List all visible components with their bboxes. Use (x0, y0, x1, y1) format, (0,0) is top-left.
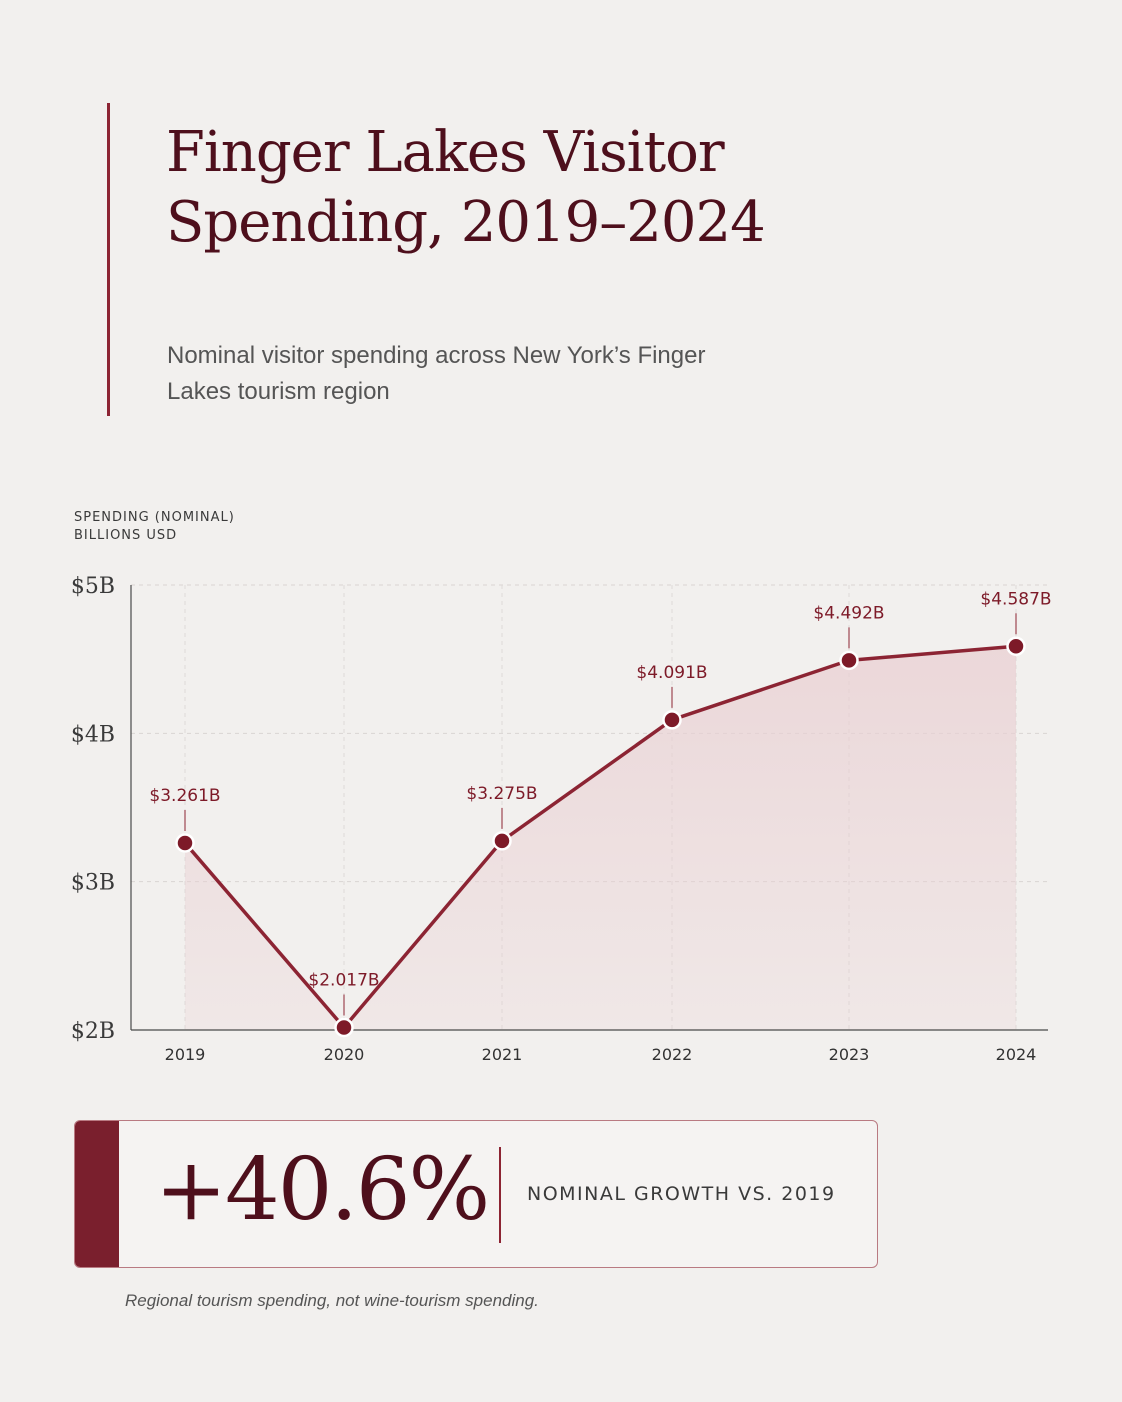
data-label: $3.275B (466, 784, 537, 804)
data-point (492, 831, 512, 851)
y-tick-label: $4B (71, 722, 115, 747)
x-tick-label: 2023 (829, 1045, 870, 1064)
page-title: Finger Lakes Visitor Spending, 2019–2024 (166, 120, 766, 255)
footnote: Regional tourism spending, not wine-tour… (125, 1291, 539, 1310)
x-tick-label: 2024 (996, 1045, 1037, 1064)
stat-divider (499, 1147, 501, 1243)
x-tick-label: 2021 (482, 1045, 523, 1064)
data-point (334, 1017, 354, 1038)
x-tick-label: 2020 (324, 1045, 365, 1064)
series-line (183, 644, 1017, 1030)
data-point (1006, 636, 1026, 657)
y-tick-label: $5B (71, 574, 115, 599)
growth-value: +40.6% (155, 1140, 490, 1240)
x-tick-label: 2019 (165, 1045, 206, 1064)
data-point (662, 710, 682, 730)
growth-stat-card: +40.6% NOMINAL GROWTH VS. 2019 (74, 1120, 878, 1268)
data-label: $4.091B (636, 663, 707, 683)
data-point (839, 650, 859, 671)
data-label: $4.587B (980, 589, 1051, 609)
y-axis-label: SPENDING (NOMINAL) BILLIONS USD (74, 509, 235, 545)
y-axis-label-line: BILLIONS USD (74, 528, 178, 543)
title-accent-rule (107, 103, 110, 416)
y-tick-label: $2B (71, 1019, 115, 1044)
data-label: $3.261B (149, 786, 220, 806)
growth-label: NOMINAL GROWTH VS. 2019 (527, 1183, 836, 1205)
data-label: $4.492B (813, 603, 884, 623)
y-tick-label: $3B (71, 871, 115, 896)
series-area (185, 646, 1016, 1030)
line-chart: $2B $3B $4B $5B $3.261B $2.017B $3.275B $4.091B… (71, 574, 1052, 1064)
x-tick-label: 2022 (652, 1045, 693, 1064)
y-axis-label-line: SPENDING (NOMINAL) (74, 510, 235, 525)
data-label: $2.017B (308, 970, 379, 990)
stat-accent-bar (75, 1121, 119, 1267)
page-subtitle: Nominal visitor spending across New York… (167, 342, 706, 405)
data-point (175, 833, 195, 853)
